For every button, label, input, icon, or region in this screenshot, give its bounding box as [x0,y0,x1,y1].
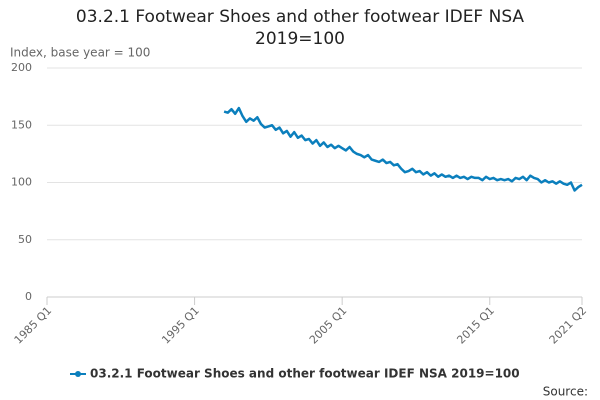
legend-label: 03.2.1 Footwear Shoes and other footwear… [90,367,520,381]
y-tick-label: 100 [11,176,32,189]
x-tick-label: 2005 Q1 [307,304,350,347]
x-tick-label: 2021 Q2 [547,304,590,347]
chart-title: 03.2.1 Footwear Shoes and other footwear… [75,7,525,49]
y-tick-label: 150 [11,118,32,131]
x-tick-label: 1985 Q1 [12,304,55,347]
x-tick-label: 2015 Q1 [454,304,497,347]
y-tick-label: 50 [18,233,32,246]
y-tick-label: 200 [11,61,32,74]
y-axis-label: Index, base year = 100 [10,46,150,60]
x-tick-label: 1995 Q1 [159,304,202,347]
y-tick-label: 0 [25,290,32,303]
source: Source: [543,385,588,399]
legend-marker [75,371,81,377]
data-line [223,106,583,192]
